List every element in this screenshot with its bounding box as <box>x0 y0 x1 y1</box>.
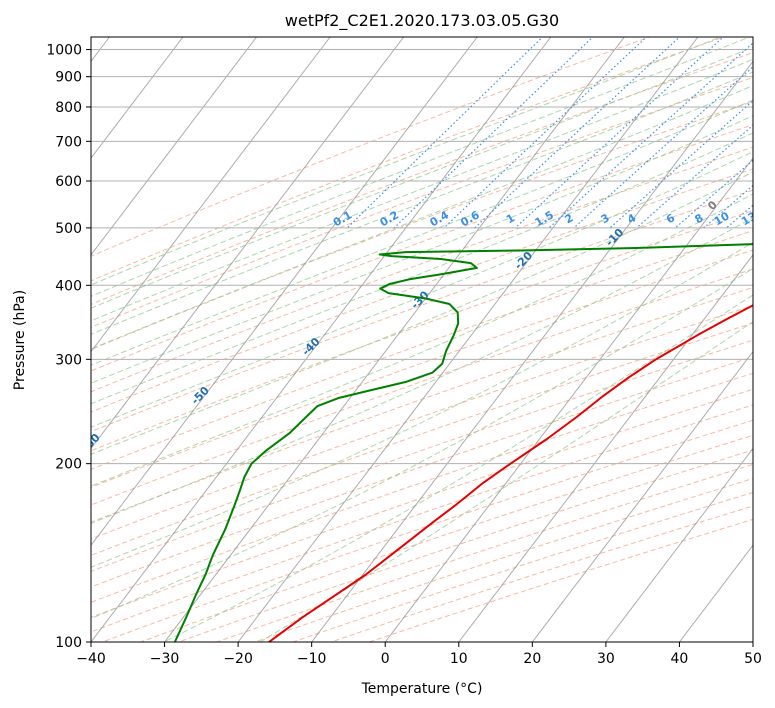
y-tick-label: 1000 <box>46 43 82 59</box>
isotherm-line <box>531 350 753 642</box>
y-tick-label: 500 <box>55 221 82 237</box>
temperature-profile-line <box>268 304 753 642</box>
grid-layer <box>91 37 753 642</box>
x-tick-label: −30 <box>150 651 180 667</box>
dry-adiabat-line <box>91 356 753 588</box>
mixing-ratio-line <box>514 37 725 229</box>
y-tick-label: 200 <box>55 457 82 473</box>
isotherm-line <box>91 37 257 256</box>
mixing-ratio-line <box>548 42 753 229</box>
dry-adiabat-line <box>91 388 753 618</box>
x-tick-label: −20 <box>223 651 253 667</box>
y-tick-label: 700 <box>55 134 82 150</box>
dry-adiabat-line <box>91 372 753 603</box>
mixing-ratio-line <box>393 37 594 229</box>
dry-adiabat-line <box>91 168 753 413</box>
x-tick-label: 20 <box>523 651 541 667</box>
y-tick-label: 400 <box>55 278 82 294</box>
series-layer <box>173 243 753 642</box>
isotherm-line <box>91 37 552 642</box>
dry-adiabat-label: -60 <box>79 431 102 454</box>
y-tick-label: 800 <box>55 100 82 116</box>
isotherm-line <box>91 37 478 547</box>
isotherm-line <box>164 37 625 642</box>
x-tick-label: −10 <box>297 651 327 667</box>
chart-title: wetPf2_C2E1.2020.173.03.05.G30 <box>285 11 559 31</box>
mixing-ratio-label: 13 <box>739 209 759 228</box>
isotherm-line <box>384 157 753 642</box>
y-tick-label: 600 <box>55 174 82 190</box>
dry-adiabat-line <box>91 37 726 282</box>
mixing-ratio-line <box>609 99 753 229</box>
isotherm-line <box>237 37 699 642</box>
x-tick-label: 0 <box>381 651 390 667</box>
moist-adiabat-line <box>163 294 753 642</box>
moist-adiabat-line <box>91 241 753 568</box>
x-tick-label: 30 <box>597 651 615 667</box>
dry-adiabat-line <box>91 210 753 452</box>
dry-adiabat-line <box>91 52 753 306</box>
mixing-ratio-line <box>636 124 753 229</box>
x-tick-label: 50 <box>744 651 762 667</box>
dry-adiabat-line <box>91 146 753 393</box>
y-tick-label: 100 <box>55 635 82 651</box>
isotherm-line <box>605 447 753 642</box>
dry-adiabat-line <box>91 339 753 572</box>
y-tick-label: 900 <box>55 70 82 86</box>
isotherm-line <box>91 37 405 450</box>
dry-adiabat-line <box>91 100 753 351</box>
plot-frame <box>90 36 754 643</box>
x-axis-label: Temperature (°C) <box>361 681 483 697</box>
tick-layer: −40 −30 −20 −10 0 10 20 30 40 50 100 200 300 400 500 60… <box>46 43 762 667</box>
isotherm-line <box>91 37 331 353</box>
x-tick-label: 40 <box>671 651 689 667</box>
x-tick-label: 10 <box>450 651 468 667</box>
moist-adiabat-line <box>91 58 753 322</box>
dry-adiabat-line <box>91 189 753 433</box>
isotherm-line <box>311 60 753 642</box>
y-tick-label: 300 <box>55 352 82 368</box>
dewpoint-profile-line <box>173 243 753 642</box>
mixing-ratio-line <box>474 37 681 229</box>
y-axis-label: Pressure (hPa) <box>12 290 28 390</box>
x-tick-label: −40 <box>76 651 106 667</box>
isotherm-line <box>91 37 184 159</box>
